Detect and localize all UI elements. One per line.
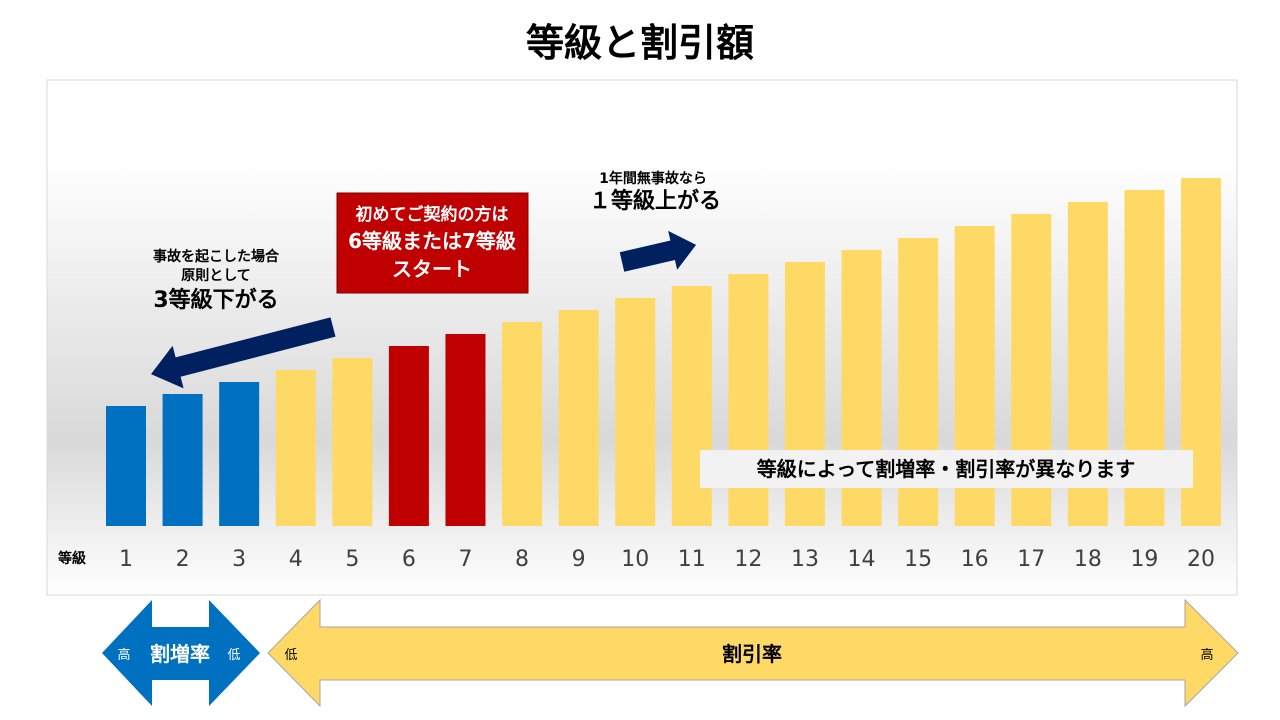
x-tick-label: 17 bbox=[1017, 547, 1045, 572]
x-tick-label: 14 bbox=[848, 547, 876, 572]
svg-text:高: 高 bbox=[117, 647, 130, 663]
bar-grade-3 bbox=[219, 382, 260, 526]
x-tick-labels: 1 2 3 4 5 6 7 8 9 10 11 12 13 14 15 16 17 18 19 20 bbox=[119, 547, 1215, 572]
x-axis-label: 等級 bbox=[58, 550, 86, 567]
x-tick-label: 4 bbox=[289, 547, 303, 572]
bar-grade-2 bbox=[162, 394, 203, 526]
x-tick-label: 8 bbox=[515, 547, 529, 572]
bar-grade-12 bbox=[728, 274, 769, 526]
bar-grade-9 bbox=[558, 310, 599, 526]
bar-grade-11 bbox=[671, 286, 712, 526]
arrow-down-grade-icon bbox=[150, 317, 336, 389]
discount-arrow: 低 割引率 高 bbox=[267, 598, 1239, 708]
x-tick-label: 6 bbox=[402, 547, 416, 572]
svg-text:割増率: 割増率 bbox=[150, 642, 210, 666]
svg-text:１等級上がる: １等級上がる bbox=[589, 188, 721, 214]
bar-grade-4 bbox=[275, 370, 316, 526]
arrow-up-grade-icon bbox=[619, 230, 697, 272]
x-tick-label: 13 bbox=[791, 547, 819, 572]
x-tick-label: 1 bbox=[119, 547, 133, 572]
bar-grade-10 bbox=[615, 298, 656, 526]
svg-text:事故を起こした場合: 事故を起こした場合 bbox=[153, 248, 280, 265]
x-tick-label: 20 bbox=[1187, 547, 1215, 572]
no-accident-annotation: 1年間無事故なら １等級上がる bbox=[589, 170, 721, 214]
page-title: 等級と割引額 bbox=[526, 21, 754, 65]
svg-text:低: 低 bbox=[284, 648, 297, 663]
bar-grade-8 bbox=[502, 322, 543, 526]
svg-text:割引率: 割引率 bbox=[722, 642, 782, 666]
x-tick-label: 18 bbox=[1074, 547, 1102, 572]
bar-grade-6 bbox=[388, 346, 429, 526]
bar-grade-7 bbox=[445, 334, 486, 526]
x-tick-label: 9 bbox=[572, 547, 586, 572]
note-box: 等級によって割増率・割引率が異なります bbox=[700, 450, 1193, 488]
bar-grade-1 bbox=[106, 406, 146, 526]
svg-text:初めてご契約の方は: 初めてご契約の方は bbox=[356, 204, 509, 225]
svg-text:1年間無事故なら: 1年間無事故なら bbox=[599, 170, 707, 187]
x-tick-label: 11 bbox=[678, 547, 706, 572]
svg-text:高: 高 bbox=[1200, 647, 1213, 663]
x-tick-label: 15 bbox=[904, 547, 932, 572]
x-tick-label: 2 bbox=[176, 547, 190, 572]
x-tick-label: 10 bbox=[621, 547, 649, 572]
svg-text:原則として: 原則として bbox=[181, 268, 251, 284]
svg-text:等級によって割増率・割引率が異なります: 等級によって割増率・割引率が異なります bbox=[757, 457, 1135, 481]
x-tick-label: 5 bbox=[345, 547, 359, 572]
x-tick-label: 19 bbox=[1130, 547, 1158, 572]
first-contract-box: 初めてご契約の方は 6等級または7等級 スタート bbox=[336, 192, 529, 294]
surcharge-arrow: 高 割増率 低 bbox=[102, 600, 260, 706]
svg-text:3等級下がる: 3等級下がる bbox=[153, 287, 278, 313]
svg-text:スタート: スタート bbox=[392, 257, 472, 281]
svg-text:低: 低 bbox=[227, 648, 240, 663]
svg-text:6等級または7等級: 6等級または7等級 bbox=[348, 229, 516, 253]
bar-grade-5 bbox=[332, 358, 373, 526]
x-tick-label: 12 bbox=[734, 547, 762, 572]
x-tick-label: 7 bbox=[458, 547, 472, 572]
accident-annotation: 事故を起こした場合 原則として 3等級下がる bbox=[153, 248, 280, 313]
x-tick-label: 16 bbox=[961, 547, 989, 572]
x-tick-label: 3 bbox=[232, 547, 246, 572]
